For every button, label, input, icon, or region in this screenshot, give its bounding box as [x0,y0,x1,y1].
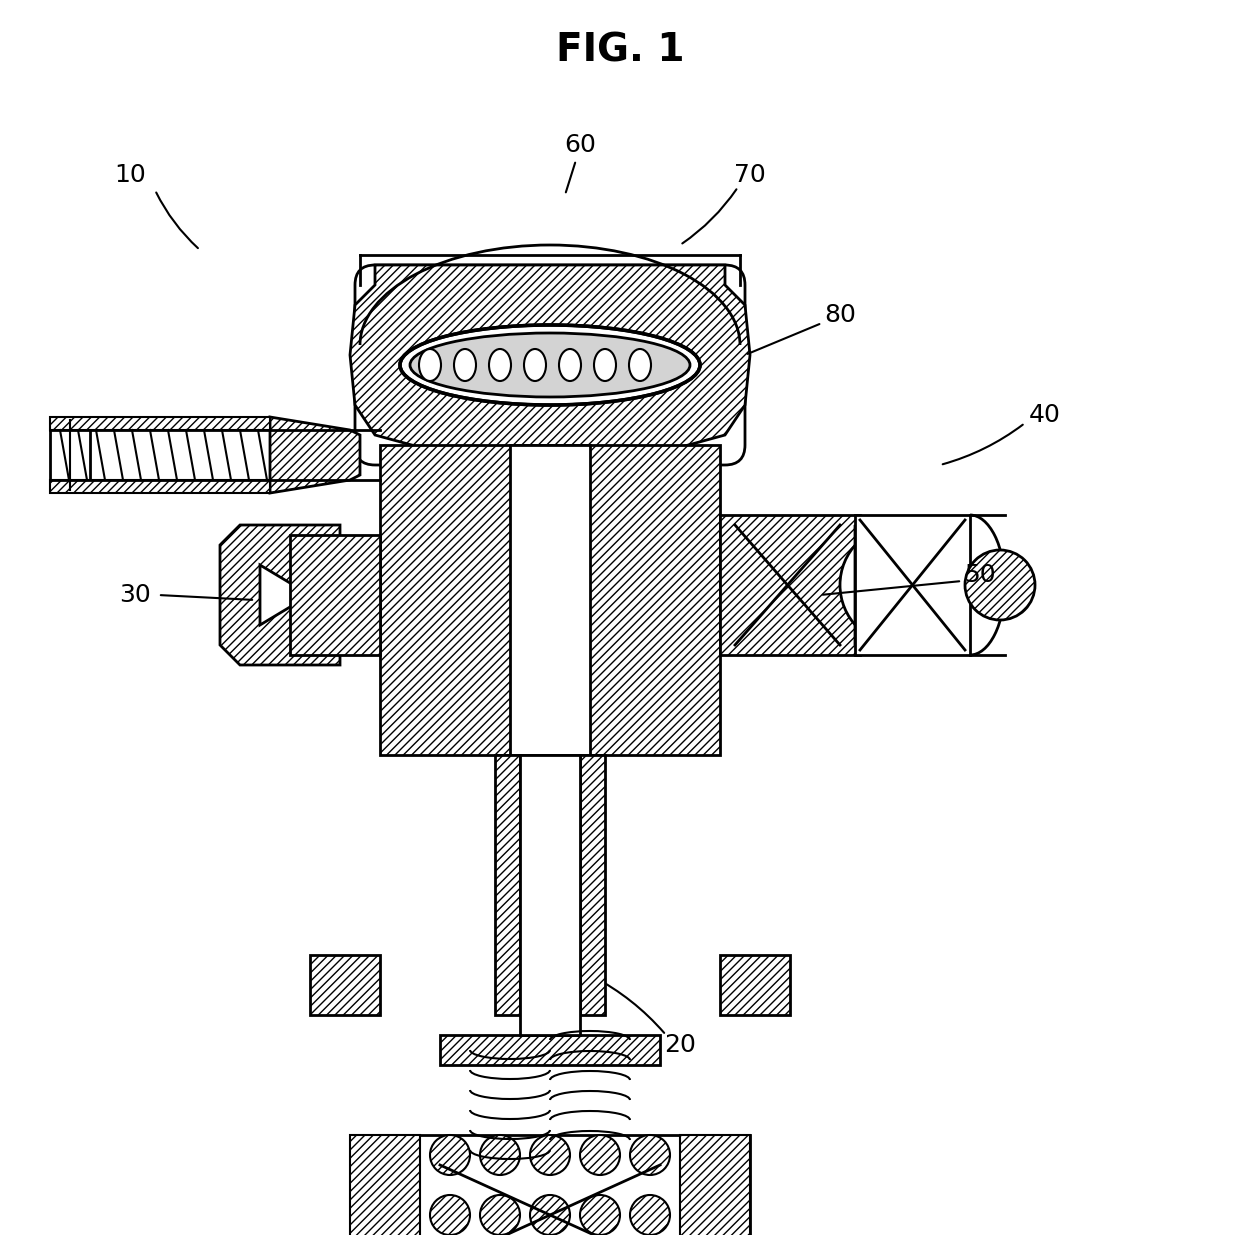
Circle shape [630,1135,670,1174]
Polygon shape [50,480,270,493]
Text: 40: 40 [1029,403,1061,427]
Text: 70: 70 [734,163,766,186]
Ellipse shape [410,333,689,396]
Polygon shape [219,525,340,664]
Circle shape [430,1135,470,1174]
Bar [520,755,580,1035]
Polygon shape [260,564,310,625]
FancyBboxPatch shape [355,266,745,466]
Polygon shape [50,420,91,490]
Circle shape [430,1195,470,1235]
Polygon shape [856,515,970,655]
Polygon shape [290,535,379,655]
Ellipse shape [401,325,701,405]
Polygon shape [270,417,360,493]
Polygon shape [580,755,605,1015]
Polygon shape [680,1135,750,1235]
Polygon shape [856,525,880,645]
Text: 80: 80 [825,303,856,327]
Circle shape [480,1195,520,1235]
Text: 20: 20 [665,1032,696,1057]
Text: 50: 50 [965,563,996,587]
Polygon shape [350,1135,420,1235]
Ellipse shape [559,350,582,382]
Ellipse shape [594,350,616,382]
Text: FIG. 1: FIG. 1 [556,31,684,69]
Ellipse shape [525,350,546,382]
Ellipse shape [419,350,441,382]
Circle shape [529,1195,570,1235]
Text: 30: 30 [119,583,151,606]
Polygon shape [50,417,270,430]
Bar [440,1035,660,1065]
Circle shape [580,1135,620,1174]
Polygon shape [379,445,720,755]
Ellipse shape [454,350,476,382]
Polygon shape [720,955,790,1015]
Circle shape [839,525,960,645]
Text: 60: 60 [564,133,596,157]
Ellipse shape [489,350,511,382]
Polygon shape [350,266,750,454]
Polygon shape [310,955,379,1015]
Polygon shape [340,571,379,620]
Circle shape [529,1135,570,1174]
Circle shape [861,545,940,625]
Polygon shape [350,1135,750,1235]
Ellipse shape [629,350,651,382]
Polygon shape [720,515,861,655]
Circle shape [580,1195,620,1235]
Text: 10: 10 [114,163,146,186]
Polygon shape [440,1165,660,1235]
Circle shape [965,550,1035,620]
Circle shape [480,1135,520,1174]
Polygon shape [495,755,520,1015]
Circle shape [630,1195,670,1235]
Bar [510,445,590,755]
